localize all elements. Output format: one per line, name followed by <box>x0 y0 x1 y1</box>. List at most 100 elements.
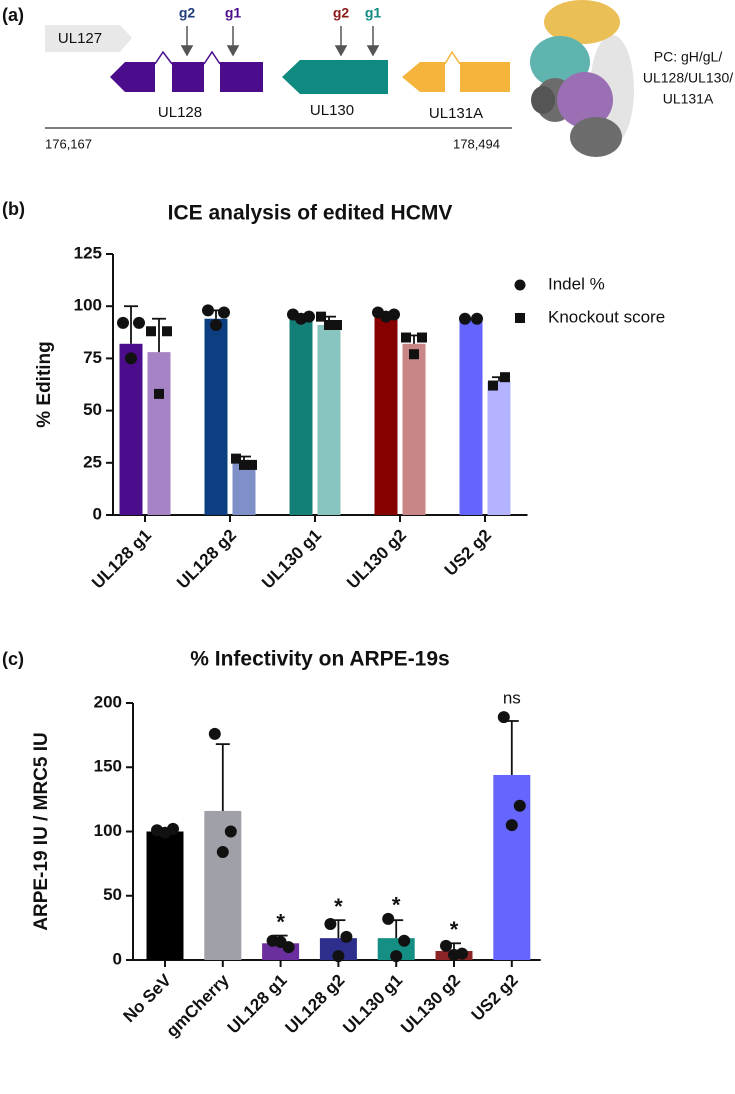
data-point <box>218 306 230 319</box>
legend-marker <box>514 279 526 291</box>
intron <box>444 50 461 65</box>
significance-label: * <box>276 909 285 934</box>
panel-label: (c) <box>2 649 24 669</box>
guide-arrow-head <box>334 45 348 57</box>
data-point <box>274 936 287 949</box>
coordinate: 178,494 <box>453 136 500 151</box>
intron <box>203 50 221 65</box>
data-point <box>208 727 221 740</box>
chart-title: ICE analysis of edited HCMV <box>168 202 453 225</box>
x-tick-label: UL130 g1 <box>339 971 406 1038</box>
gene-arrow <box>110 62 155 92</box>
legend-label: Knockout score <box>548 307 665 326</box>
bar <box>289 316 313 515</box>
data-point <box>398 934 411 947</box>
x-tick-label: US2 g2 <box>441 526 495 580</box>
y-tick-label: 25 <box>83 452 102 471</box>
panel-label: (b) <box>2 199 25 219</box>
bar <box>487 381 511 515</box>
bar <box>146 831 184 960</box>
data-point <box>162 326 172 337</box>
data-point <box>417 332 427 343</box>
data-point <box>210 318 222 331</box>
x-tick-label: UL128 g1 <box>88 526 155 593</box>
legend-marker <box>515 313 525 323</box>
data-point <box>409 349 419 360</box>
data-point <box>448 948 460 961</box>
data-point <box>471 312 483 325</box>
data-point <box>505 819 518 832</box>
legend-label: Indel % <box>548 274 605 293</box>
complex-label: UL131A <box>663 91 714 107</box>
bar <box>119 343 143 515</box>
bar <box>317 324 341 515</box>
exon <box>172 62 204 92</box>
coordinate: 176,167 <box>45 136 92 151</box>
x-tick-label: UL130 g2 <box>397 971 464 1038</box>
data-point <box>401 332 411 343</box>
protein-complex <box>530 0 634 157</box>
guide-label: g2 <box>179 5 196 21</box>
data-point <box>332 950 345 963</box>
data-point <box>390 950 403 963</box>
data-point <box>117 316 129 329</box>
data-point <box>224 825 237 838</box>
exon <box>460 62 510 92</box>
guide-arrow-head <box>180 45 194 57</box>
data-point <box>216 846 229 859</box>
bar <box>319 938 357 960</box>
gene-label: UL130 <box>310 102 354 119</box>
data-point <box>231 453 241 464</box>
x-tick-label: UL128 g2 <box>282 971 349 1038</box>
guide-label: g1 <box>225 5 242 21</box>
bar <box>232 462 256 515</box>
gene-label: UL131A <box>429 105 483 122</box>
panel-label: (a) <box>2 5 24 25</box>
guide-arrow-head <box>226 45 240 57</box>
x-tick-label: UL128 g1 <box>224 971 291 1038</box>
y-tick-label: 50 <box>103 885 122 904</box>
gene-arrow <box>402 62 445 92</box>
guide-arrow-head <box>366 45 380 57</box>
y-tick-label: 100 <box>94 821 122 840</box>
data-point <box>202 304 214 317</box>
bar <box>374 314 398 515</box>
gene-label: UL127 <box>58 30 102 47</box>
exon <box>220 62 263 92</box>
data-point <box>146 326 156 337</box>
data-point <box>125 352 137 365</box>
bar <box>402 343 426 515</box>
data-point <box>513 799 526 812</box>
data-point <box>497 711 510 724</box>
x-tick-label: UL128 g2 <box>173 526 240 593</box>
gene-label: UL128 <box>158 104 202 121</box>
bar <box>204 810 242 960</box>
y-axis-label: % Editing <box>34 341 55 428</box>
x-tick-label: UL130 g1 <box>258 526 325 593</box>
data-point <box>295 312 307 325</box>
x-tick-label: gmCherry <box>163 970 234 1041</box>
y-tick-label: 100 <box>74 296 102 315</box>
data-point <box>239 459 249 470</box>
data-point <box>159 826 171 839</box>
data-point <box>154 388 164 399</box>
data-point <box>340 930 353 943</box>
significance-label: * <box>334 894 343 919</box>
chart-title: % Infectivity on ARPE-19s <box>190 648 449 671</box>
significance-label: * <box>450 917 459 942</box>
y-axis-label: ARPE-19 IU / MRC5 IU <box>31 732 52 930</box>
guide-label: g2 <box>333 5 350 21</box>
data-point <box>324 918 337 931</box>
data-point <box>380 310 392 323</box>
data-point <box>500 372 510 383</box>
x-tick-label: UL130 g2 <box>343 526 410 593</box>
y-tick-label: 200 <box>94 692 122 711</box>
gene-map: (a) UL127 UL128 UL130 UL131A 176,167 178… <box>2 0 733 157</box>
data-point <box>459 312 471 325</box>
x-tick-label: US2 g2 <box>468 971 522 1025</box>
data-point <box>488 380 498 391</box>
guide-label: g1 <box>365 5 382 21</box>
data-point <box>247 459 257 470</box>
data-point <box>324 319 334 330</box>
